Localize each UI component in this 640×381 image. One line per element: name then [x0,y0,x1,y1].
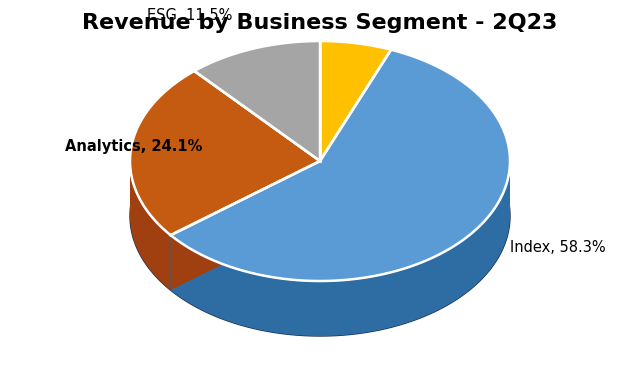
Polygon shape [320,41,391,161]
Text: Index, 58.3%: Index, 58.3% [510,240,605,255]
Polygon shape [171,50,510,281]
Polygon shape [130,161,171,290]
Text: Revenue by Business Segment - 2Q23: Revenue by Business Segment - 2Q23 [83,13,557,33]
Polygon shape [171,161,510,336]
Text: Analytics, 24.1%: Analytics, 24.1% [65,139,202,154]
Polygon shape [171,161,320,290]
Polygon shape [130,96,510,336]
Polygon shape [195,41,320,161]
Polygon shape [130,71,320,235]
Polygon shape [171,161,320,290]
Text: ESG, 11.5%: ESG, 11.5% [147,8,233,22]
